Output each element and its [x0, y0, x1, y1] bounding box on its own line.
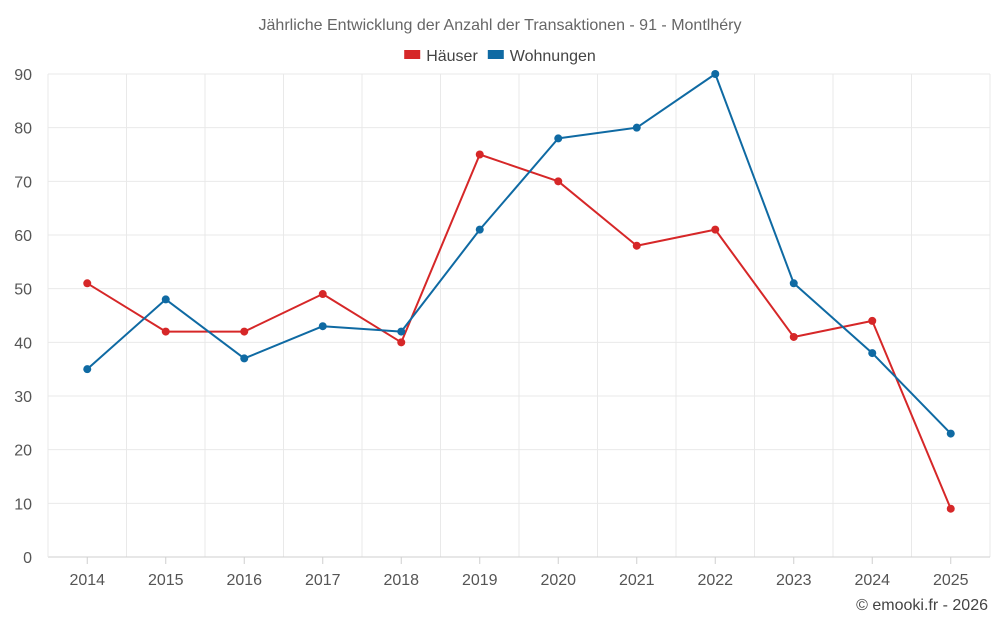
data-point-haeuser[interactable] [397, 338, 406, 347]
legend-label: Wohnungen [510, 48, 596, 65]
data-point-haeuser[interactable] [554, 177, 563, 186]
legend-label: Häuser [426, 48, 478, 65]
data-point-wohnungen[interactable] [711, 70, 720, 78]
y-tick-label: 90 [14, 67, 32, 84]
data-point-haeuser[interactable] [789, 332, 798, 341]
data-point-haeuser[interactable] [946, 504, 955, 513]
y-tick-label: 40 [14, 335, 32, 352]
y-tick-label: 30 [14, 389, 32, 406]
y-tick-label: 80 [14, 121, 32, 138]
data-point-haeuser[interactable] [711, 225, 720, 234]
x-tick-label: 2020 [540, 572, 576, 589]
x-tick-label: 2015 [148, 572, 184, 589]
legend-swatch [487, 50, 504, 59]
y-tick-label: 10 [14, 496, 32, 513]
data-point-haeuser[interactable] [868, 316, 877, 325]
credit-text: © emooki.fr - 2026 [856, 597, 988, 614]
grid [47, 73, 991, 557]
y-tick-label: 60 [14, 228, 32, 245]
series-line-haeuser [86, 153, 952, 510]
data-point-haeuser[interactable] [475, 150, 484, 159]
data-point-haeuser[interactable] [240, 327, 249, 336]
axes: 0 10 20 30 40 50 60 70 80 90 2014 2015 2016 2017 2018 2… [14, 67, 990, 589]
series-line-wohnungen [86, 73, 952, 435]
x-tick-label: 2022 [697, 572, 733, 589]
legend-swatch [404, 50, 421, 59]
x-tick-label: 2024 [854, 572, 890, 589]
legend-item-haeuser[interactable]: Häuser [404, 48, 478, 65]
data-point-wohnungen[interactable] [83, 365, 92, 374]
data-point-wohnungen[interactable] [397, 327, 406, 336]
data-point-wohnungen[interactable] [240, 354, 249, 363]
y-tick-label: 0 [23, 550, 32, 567]
data-point-haeuser[interactable] [632, 241, 641, 250]
data-point-wohnungen[interactable] [868, 349, 877, 358]
y-tick-label: 70 [14, 174, 32, 191]
x-tick-label: 2014 [69, 572, 105, 589]
data-point-wohnungen[interactable] [789, 279, 798, 288]
chart-title: Jährliche Entwicklung der Anzahl der Tra… [259, 17, 742, 34]
data-point-wohnungen[interactable] [632, 123, 641, 132]
data-point-wohnungen[interactable] [161, 295, 170, 304]
x-tick-label: 2018 [383, 572, 419, 589]
data-point-haeuser[interactable] [318, 290, 327, 299]
data-point-wohnungen[interactable] [475, 225, 484, 234]
y-tick-label: 50 [14, 282, 32, 299]
x-tick-label: 2021 [619, 572, 655, 589]
x-tick-label: 2017 [305, 572, 341, 589]
data-point-wohnungen[interactable] [318, 322, 327, 331]
legend-item-wohnungen[interactable]: Wohnungen [487, 48, 596, 65]
x-tick-label: 2023 [776, 572, 812, 589]
x-tick-label: 2016 [226, 572, 262, 589]
x-tick-label: 2025 [933, 572, 969, 589]
data-point-wohnungen[interactable] [554, 134, 563, 143]
x-tick-label: 2019 [462, 572, 498, 589]
y-tick-label: 20 [14, 443, 32, 460]
series-layer [83, 70, 955, 513]
data-point-haeuser[interactable] [161, 327, 170, 336]
data-point-wohnungen[interactable] [946, 429, 955, 438]
chart-legend: Häuser Wohnungen [404, 48, 596, 65]
data-point-haeuser[interactable] [83, 279, 92, 288]
